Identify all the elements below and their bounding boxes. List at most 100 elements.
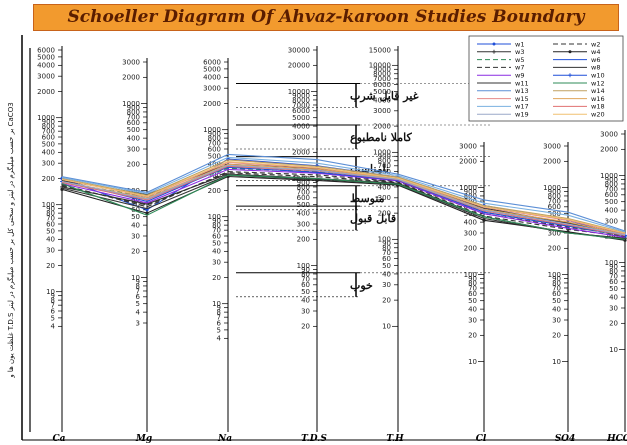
tick-label: 60 bbox=[382, 255, 391, 263]
tick-label: 600 bbox=[42, 133, 55, 141]
legend-label-w16: w16 bbox=[591, 95, 605, 103]
legend-marker-w3 bbox=[492, 49, 496, 54]
tick-label: 20 bbox=[609, 320, 618, 328]
tick-label: 80 bbox=[468, 279, 477, 287]
tick-label: 500 bbox=[208, 152, 221, 160]
legend-label-w8: w8 bbox=[591, 64, 600, 72]
tick-label: 20 bbox=[552, 332, 561, 340]
tick-label: 3000 bbox=[122, 58, 140, 66]
tick-label: 500 bbox=[548, 210, 561, 218]
tick-label: 3000 bbox=[543, 142, 561, 150]
tick-label: 9 bbox=[136, 278, 140, 286]
tick-label: 2000 bbox=[459, 158, 477, 166]
quality-zone-label: خوب bbox=[350, 279, 373, 292]
legend-label-w13: w13 bbox=[515, 87, 529, 95]
tick-label: 80 bbox=[212, 222, 221, 230]
tick-label: 900 bbox=[127, 104, 140, 112]
series-line-w6 bbox=[61, 165, 626, 236]
tick-label: 6000 bbox=[373, 81, 391, 89]
tick-label: 40 bbox=[609, 294, 618, 302]
tick-label: 3000 bbox=[373, 107, 391, 115]
tick-label: 90 bbox=[212, 217, 221, 225]
tick-label: 60 bbox=[609, 278, 618, 286]
tick-label: 900 bbox=[42, 118, 55, 126]
tick-label: 8 bbox=[136, 282, 140, 290]
tick-label: 100 bbox=[297, 262, 310, 270]
tick-label: 30 bbox=[301, 307, 310, 315]
tick-label: 900 bbox=[297, 179, 310, 187]
tick-label: 8000 bbox=[292, 96, 310, 104]
tick-label: 400 bbox=[378, 183, 391, 191]
tick-label: 90 bbox=[468, 275, 477, 283]
legend-label-w7: w7 bbox=[515, 64, 524, 72]
ion-label-tds: T.D.S bbox=[301, 434, 327, 444]
tick-label: 90 bbox=[301, 266, 310, 274]
tick-label: 6000 bbox=[37, 46, 55, 54]
legend-label-w9: w9 bbox=[515, 72, 524, 80]
tick-label: 600 bbox=[297, 194, 310, 202]
legend-label-w11: w11 bbox=[515, 79, 529, 87]
tick-label: 1000 bbox=[122, 100, 140, 108]
legend-label-w15: w15 bbox=[515, 95, 529, 103]
tick-label: 6 bbox=[217, 319, 222, 327]
tick-label: 4000 bbox=[373, 96, 391, 104]
tick-label: 300 bbox=[464, 229, 477, 237]
tick-label: 200 bbox=[464, 245, 477, 253]
tick-label: 20 bbox=[131, 248, 140, 256]
tick-label: 900 bbox=[464, 188, 477, 196]
tick-label: 1000 bbox=[203, 126, 221, 134]
tick-label: 4000 bbox=[37, 62, 55, 70]
tick-label: 800 bbox=[378, 157, 391, 165]
tick-label: 80 bbox=[46, 210, 55, 218]
tick-label: 3000 bbox=[292, 133, 310, 141]
tick-label: 300 bbox=[548, 229, 561, 237]
tick-label: 10 bbox=[552, 358, 561, 366]
tick-label: 50 bbox=[131, 213, 140, 221]
tick-label: 20 bbox=[382, 297, 391, 305]
tick-label: 100 bbox=[208, 213, 221, 221]
tick-label: 6000 bbox=[292, 107, 310, 115]
tick-label: 30 bbox=[131, 232, 140, 240]
legend-label-w1: w1 bbox=[515, 40, 524, 48]
tick-label: 400 bbox=[42, 149, 55, 157]
tick-label: 40 bbox=[131, 222, 140, 230]
series-line-w9 bbox=[61, 168, 626, 238]
tick-label: 600 bbox=[208, 145, 221, 153]
tick-label: 20 bbox=[212, 274, 221, 282]
tick-label: 600 bbox=[127, 119, 140, 127]
tick-label: 600 bbox=[548, 203, 561, 211]
tick-label: 7 bbox=[136, 287, 140, 295]
tick-label: 70 bbox=[382, 249, 391, 257]
tick-label: 70 bbox=[609, 272, 618, 280]
tick-label: 30 bbox=[609, 304, 618, 312]
tick-label: 30 bbox=[212, 259, 221, 267]
tick-label: 10000 bbox=[288, 88, 310, 96]
tick-label: 10 bbox=[609, 346, 618, 354]
tick-label: 9 bbox=[51, 292, 55, 300]
tick-label: 900 bbox=[548, 188, 561, 196]
tick-label: 700 bbox=[378, 162, 391, 170]
tick-label: 200 bbox=[378, 210, 391, 218]
tick-label: 500 bbox=[605, 198, 618, 206]
tick-label: 5 bbox=[136, 300, 140, 308]
tick-label: 60 bbox=[552, 290, 561, 298]
legend-label-w2: w2 bbox=[591, 40, 600, 48]
tick-label: 40 bbox=[212, 248, 221, 256]
tick-label: 2000 bbox=[203, 100, 221, 108]
ion-label-ca: Ca bbox=[53, 434, 66, 444]
tick-label: 80 bbox=[609, 267, 618, 275]
ion-label-hco3: HCO3 bbox=[606, 434, 627, 444]
tick-label: 80 bbox=[131, 195, 140, 203]
tick-label: 800 bbox=[42, 123, 55, 131]
tick-label: 600 bbox=[605, 191, 618, 199]
legend-label-w14: w14 bbox=[591, 87, 605, 95]
tick-label: 300 bbox=[378, 194, 391, 202]
tick-label: 60 bbox=[301, 281, 310, 289]
tick-label: 5000 bbox=[373, 88, 391, 96]
legend-label-w10: w10 bbox=[591, 72, 605, 80]
tick-label: 8000 bbox=[373, 70, 391, 78]
tick-label: 30 bbox=[46, 247, 55, 255]
legend-label-w12: w12 bbox=[591, 79, 605, 87]
tick-label: 70 bbox=[301, 275, 310, 283]
tick-label: 7 bbox=[217, 314, 221, 322]
